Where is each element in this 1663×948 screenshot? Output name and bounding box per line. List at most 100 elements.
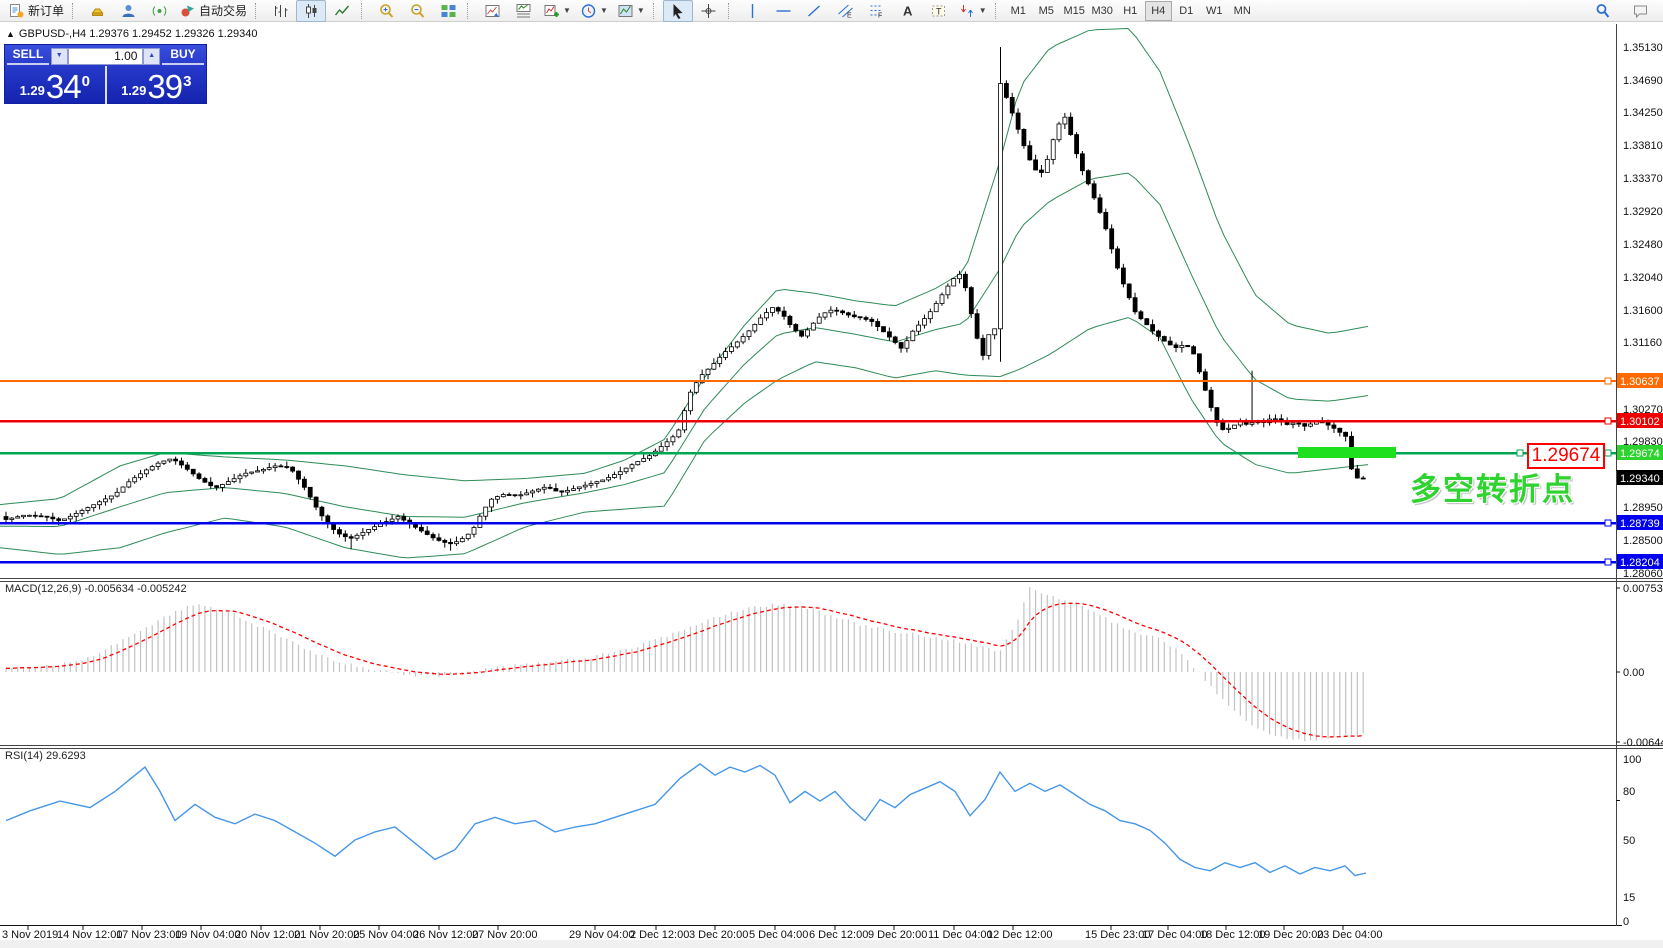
- price-chip-label: 1.29674: [1620, 448, 1660, 460]
- timeframe-m5[interactable]: M5: [1038, 4, 1054, 17]
- line-chart-button[interactable]: [327, 0, 357, 22]
- price-chip: [1617, 413, 1663, 428]
- zoom-out-button[interactable]: [402, 0, 432, 22]
- timeframe-w1[interactable]: W1: [1205, 4, 1223, 17]
- market-watch-button[interactable]: [82, 0, 112, 22]
- sell-button[interactable]: SELL: [7, 47, 49, 65]
- time-axis-label: 19 Dec 20:00: [1258, 929, 1323, 941]
- textbox-anchor-handle[interactable]: [1516, 449, 1524, 457]
- time-axis-label: 17 Nov 23:00: [116, 929, 181, 941]
- price-axis-label: 1.34690: [1623, 75, 1663, 87]
- time-axis-label: 9 Dec 20:00: [868, 929, 927, 941]
- dropdown-caret-icon[interactable]: ▼: [563, 6, 571, 15]
- buy-button[interactable]: BUY: [162, 47, 204, 65]
- macd-axis-label: 0.007538: [1623, 583, 1663, 595]
- buy-price[interactable]: 1.29 39 3: [107, 66, 207, 104]
- horizontal-line-button[interactable]: [769, 0, 799, 22]
- macd-panel: 0.007538 0.00 -0.006446: [5, 583, 1663, 749]
- indicator-window-button[interactable]: [477, 0, 507, 22]
- vertical-line-button[interactable]: [738, 0, 768, 22]
- rsi-axis-label: 50: [1623, 835, 1635, 847]
- svg-text:A: A: [903, 3, 913, 18]
- dropdown-caret-icon[interactable]: ▼: [978, 6, 987, 15]
- sell-price[interactable]: 1.29 34 0: [5, 66, 107, 104]
- price-axis-label: 1.33810: [1623, 140, 1663, 152]
- candle-chart-button[interactable]: [296, 0, 327, 22]
- time-axis-label: 6 Dec 12:00: [809, 929, 868, 941]
- toolbar: 新订单 自动交易 ▼ ▼ ▼ E F A T ▼ M1 M5 M15 M30 H1 H4 D1 W1 MN: [0, 0, 1663, 22]
- new-order-button[interactable]: 新订单: [4, 0, 68, 22]
- price-chip-label: 1.28739: [1620, 518, 1660, 530]
- rsi-axis-label: 100: [1623, 754, 1641, 766]
- time-axis-label: 21 Nov 20:00: [294, 929, 359, 941]
- price-axis-label: 1.32040: [1623, 272, 1663, 284]
- volume-increase-button[interactable]: ▲: [143, 47, 160, 65]
- indicator-list-button[interactable]: [508, 0, 538, 22]
- sell-price-sup: 0: [81, 73, 90, 90]
- chat-button[interactable]: [1625, 0, 1655, 22]
- candlesticks: [3, 47, 1366, 551]
- price-axis-label: 1.33370: [1623, 173, 1663, 185]
- horizontal-level-lines[interactable]: [0, 377, 1616, 566]
- price-level-textbox[interactable]: 1.29674: [1527, 443, 1605, 469]
- channel-button[interactable]: E: [831, 0, 861, 22]
- timeframe-m15[interactable]: M15: [1063, 4, 1085, 17]
- toolbar-separator: [727, 2, 733, 19]
- price-axis-label: 1.28060: [1623, 568, 1663, 580]
- price-axis-label: 1.35130: [1623, 42, 1663, 54]
- price-chip-label: 1.28204: [1620, 557, 1660, 569]
- bar-chart-button[interactable]: [265, 0, 295, 22]
- toolbar-separator: [361, 2, 366, 19]
- periods-button[interactable]: ▼: [576, 0, 612, 22]
- arrows-button[interactable]: ▼: [955, 0, 991, 22]
- toolbar-separator: [994, 2, 1000, 19]
- price-axis[interactable]: 1.35130 1.34690 1.34250 1.33810 1.33370 1.329…: [1616, 42, 1663, 948]
- signals-button[interactable]: [144, 0, 174, 22]
- templates-button[interactable]: ▼: [613, 0, 649, 22]
- add-indicator-button[interactable]: ▼: [539, 0, 575, 22]
- sell-price-big: 34: [45, 68, 82, 105]
- timeframe-h4[interactable]: H4: [1144, 0, 1172, 21]
- search-button[interactable]: [1587, 0, 1617, 22]
- time-axis-label: 19 Nov 04:00: [175, 929, 240, 941]
- indicator-window-icon: [485, 4, 500, 17]
- timeframe-m30[interactable]: M30: [1091, 4, 1113, 17]
- time-axis-label: 26 Nov 12:00: [413, 929, 478, 941]
- fibonacci-button[interactable]: F: [862, 0, 892, 22]
- community-button[interactable]: [113, 0, 143, 22]
- cursor-button[interactable]: [662, 0, 693, 22]
- autotrade-icon: [181, 5, 195, 16]
- dropdown-caret-icon[interactable]: ▼: [636, 6, 645, 15]
- volume-decrease-button[interactable]: ▼: [51, 47, 68, 65]
- text-button[interactable]: A: [893, 0, 923, 22]
- crosshair-button[interactable]: [694, 0, 724, 22]
- timeframe-m1[interactable]: M1: [1010, 4, 1026, 17]
- time-axis-label: 5 Dec 04:00: [749, 929, 808, 941]
- search-icon: [1596, 3, 1609, 18]
- zoom-in-button[interactable]: [371, 0, 401, 22]
- timeframe-mn[interactable]: MN: [1233, 4, 1251, 17]
- label-button[interactable]: T: [924, 0, 954, 22]
- toolbar-separator: [467, 2, 472, 19]
- autotrade-button[interactable]: 自动交易: [175, 0, 251, 22]
- autotrade-button-label: 自动交易: [199, 4, 248, 18]
- panel-frame: [0, 24, 1663, 926]
- label-icon: T: [932, 5, 946, 16]
- macd-axis-label: 0.00: [1623, 667, 1644, 679]
- rsi-indicator-label: RSI(14) 29.6293: [5, 750, 86, 762]
- timeframe-d1[interactable]: D1: [1179, 4, 1194, 17]
- dropdown-caret-icon[interactable]: ▼: [599, 6, 608, 15]
- timeframe-h1[interactable]: H1: [1123, 4, 1138, 17]
- volume-input[interactable]: 1.00: [67, 47, 144, 65]
- macd-indicator-label: MACD(12,26,9) -0.005634 -0.005242: [5, 583, 187, 595]
- trendline-button[interactable]: [800, 0, 830, 22]
- highlight-zone[interactable]: [1298, 447, 1396, 458]
- price-axis-label: 1.32480: [1623, 239, 1663, 251]
- tile-windows-button[interactable]: [433, 0, 463, 22]
- rsi-panel: 100 80 50 15 0: [5, 754, 1641, 928]
- collapse-arrow-icon[interactable]: ▲: [6, 29, 15, 39]
- buy-price-small: 1.29: [121, 83, 147, 98]
- price-chip: [1617, 445, 1663, 460]
